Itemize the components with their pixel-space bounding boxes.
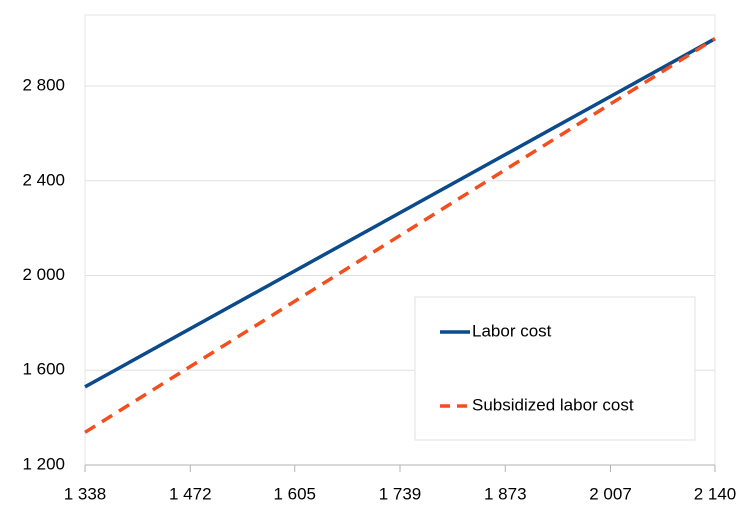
x-tick-label: 1 873	[484, 484, 527, 503]
x-tick-label: 2 007	[589, 484, 632, 503]
legend-box	[414, 296, 696, 441]
y-tick-label: 2 400	[22, 170, 65, 189]
x-tick-label: 1 739	[379, 484, 422, 503]
x-tick-label: 1 338	[64, 484, 107, 503]
y-tick-label: 2 800	[22, 76, 65, 95]
y-tick-label: 1 200	[22, 454, 65, 473]
y-tick-label: 2 000	[22, 265, 65, 284]
series-line	[84, 37, 716, 389]
series-line	[84, 37, 716, 434]
x-tick-label: 1 605	[273, 484, 316, 503]
x-tick-label: 1 472	[169, 484, 212, 503]
y-tick-label: 1 600	[22, 360, 65, 379]
x-tick-label: 2 140	[694, 484, 737, 503]
legend-label: Labor cost	[472, 321, 552, 340]
legend-label: Subsidized labor cost	[472, 395, 634, 414]
